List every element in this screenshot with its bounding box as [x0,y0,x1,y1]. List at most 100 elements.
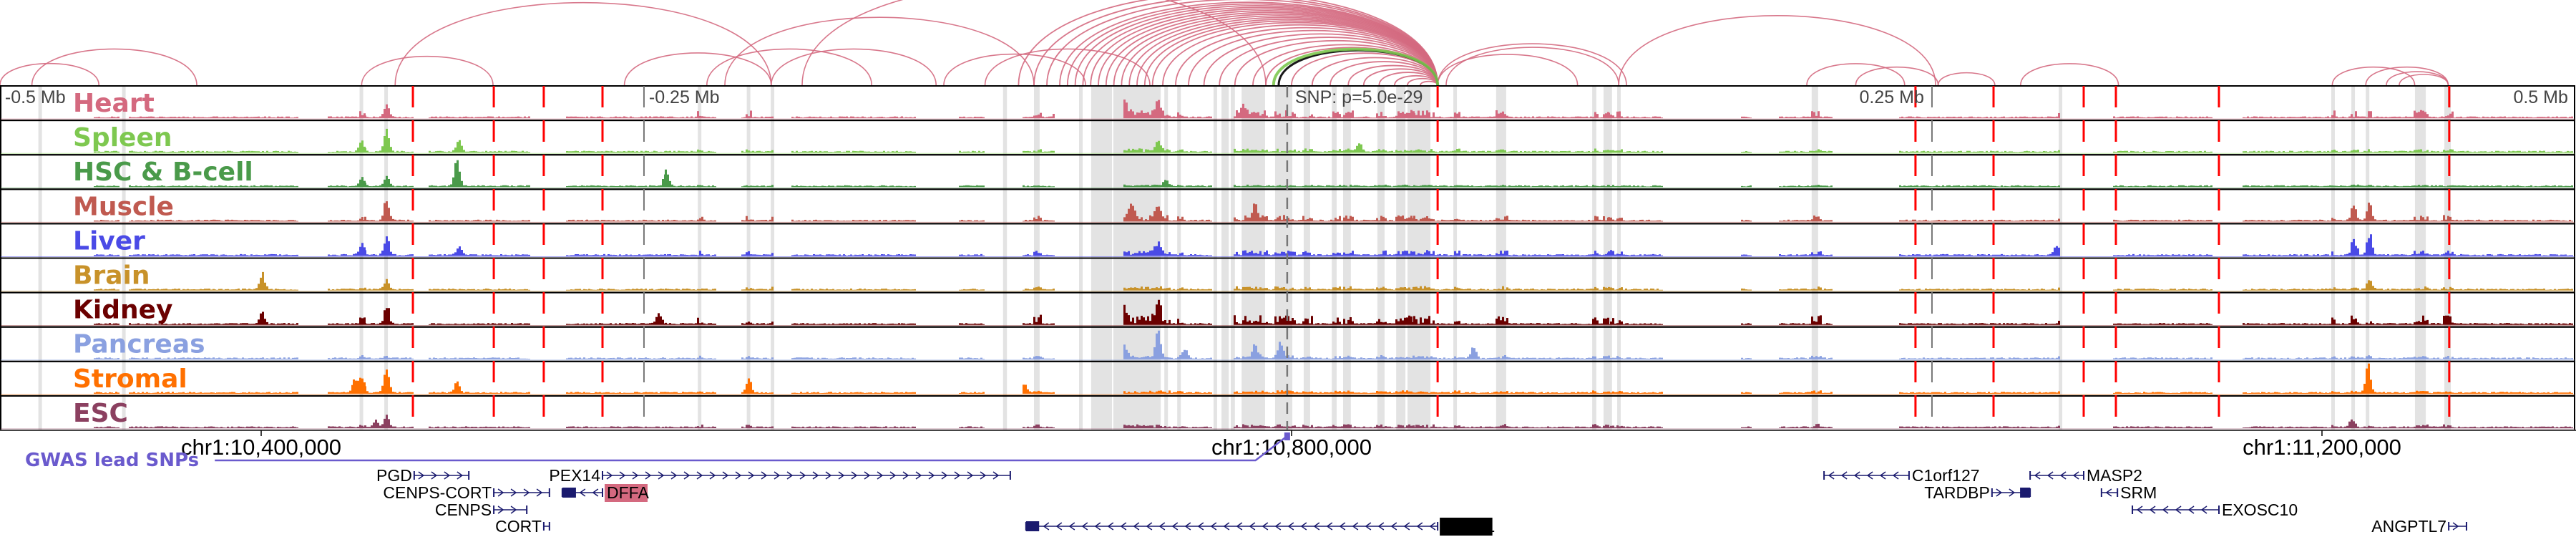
strand-arrow-left-icon [1352,522,1359,531]
gene-label: TARDBP [1924,483,1990,502]
strand-arrow-right-icon [774,471,781,480]
strand-arrow-left-icon [1313,522,1320,531]
gene-label: SRM [2120,483,2157,502]
strand-arrow-left-icon [1377,522,1385,531]
strand-arrow-left-icon [2105,488,2112,497]
strand-arrow-right-icon [851,471,858,480]
gene-exosc10: EXOSC10 [2132,500,2298,519]
arc [706,48,872,86]
gene-label-highlight [605,484,648,502]
strand-arrow-left-icon [1146,522,1153,531]
gwas-track: GWAS lead SNPs [25,432,1290,471]
gene-label: CORT [495,517,542,536]
signal-tracks [0,85,2575,432]
strand-arrow-right-icon [812,471,819,480]
strand-arrow-left-icon [2072,471,2079,480]
strand-arrow-left-icon [2187,505,2195,514]
strand-arrow-left-icon [1249,522,1256,531]
strand-arrow-left-icon [1094,522,1101,531]
strand-arrow-right-icon [645,471,652,480]
strand-arrow-right-icon [980,471,987,480]
strand-arrow-right-icon [2452,522,2459,531]
gene-cenps-cort: CENPS-CORT [383,483,550,502]
arc [724,16,1035,86]
strand-arrow-right-icon [915,471,922,480]
strand-arrow-right-icon [2009,488,2016,497]
strand-arrow-right-icon [786,471,794,480]
snp-pvalue-label: SNP: p=5.0e-29 [1295,87,1423,107]
strand-arrow-left-icon [1416,522,1423,531]
strand-arrow-right-icon [497,505,504,514]
arc [31,48,197,86]
strand-arrow-left-icon [2046,471,2054,480]
track-label: Pancreas [73,330,205,359]
strand-arrow-right-icon [735,471,742,480]
strand-arrow-left-icon [1274,522,1282,531]
strand-arrow-left-icon [1866,471,1873,480]
arc [0,62,99,86]
gene-masp2: MASP2 [2029,466,2142,485]
strand-arrow-left-icon [1081,522,1088,531]
strand-arrow-left-icon [1326,522,1333,531]
gene-label: PEX14 [549,466,600,485]
arc [2399,74,2449,86]
gene-dffa: DFFA [561,483,649,502]
strand-arrow-left-icon [1171,522,1179,531]
strand-arrow-right-icon [954,471,961,480]
strand-arrow-left-icon [1287,522,1294,531]
arc [2365,66,2449,86]
strand-arrow-right-icon [825,471,832,480]
strand-arrow-right-icon [606,471,613,480]
strand-arrow-right-icon [497,488,504,497]
strand-arrow-left-icon [1365,522,1372,531]
strand-arrow-left-icon [2200,505,2207,514]
strand-arrow-right-icon [877,471,884,480]
track-label: Brain [73,261,150,291]
arc [1937,72,1996,86]
strand-arrow-right-icon [928,471,935,480]
exon-block [2020,488,2031,498]
gene-label: MASP2 [2087,466,2142,485]
strand-arrow-right-icon [510,505,517,514]
arc [1618,15,1936,86]
strand-arrow-right-icon [457,471,464,480]
arc [771,48,937,86]
exon-block [1025,521,1040,531]
track-label: Muscle [73,192,174,221]
strand-arrow-left-icon [2059,471,2067,480]
relative-distance-label: -0.25 Mb [649,87,720,107]
strand-arrow-left-icon [2136,505,2143,514]
track-label: HSC & B-cell [73,158,253,187]
strand-arrow-left-icon [1853,471,1860,480]
arc [1445,47,1619,86]
relative-distance-label: -0.5 Mb [5,87,66,107]
arc [2331,66,2416,86]
gene-c1orf127: C1orf127 [1823,466,1980,485]
strand-arrow-right-icon [510,488,517,497]
strand-arrow-right-icon [722,471,729,480]
strand-arrow-left-icon [1339,522,1346,531]
strand-arrow-right-icon [523,488,530,497]
strand-arrow-left-icon [1262,522,1269,531]
strand-arrow-left-icon [1197,522,1204,531]
arc [984,48,1151,86]
axis-tick-label: chr1:10,400,000 [181,435,341,460]
arc [1437,43,1627,86]
track-labels: Heart Spleen HSC & B-cell Muscle Liver Brain K… [73,89,253,428]
gene-cenps: CENPS [435,500,528,519]
strand-arrow-right-icon [619,471,626,480]
strand-arrow-left-icon [1068,522,1075,531]
strand-arrow-left-icon [2175,505,2182,514]
strand-arrow-right-icon [683,471,691,480]
strand-arrow-left-icon [1429,522,1436,531]
gene-label: PGD [376,466,412,485]
strand-arrow-right-icon [709,471,716,480]
strand-arrow-left-icon [1223,522,1230,531]
signal-esc [94,415,2573,428]
strand-arrow-left-icon [2034,471,2041,480]
gwas-connector-line [215,435,1288,462]
arc [801,0,1267,86]
arc [2020,63,2119,86]
gene-label: CENPS-CORT [383,483,492,502]
